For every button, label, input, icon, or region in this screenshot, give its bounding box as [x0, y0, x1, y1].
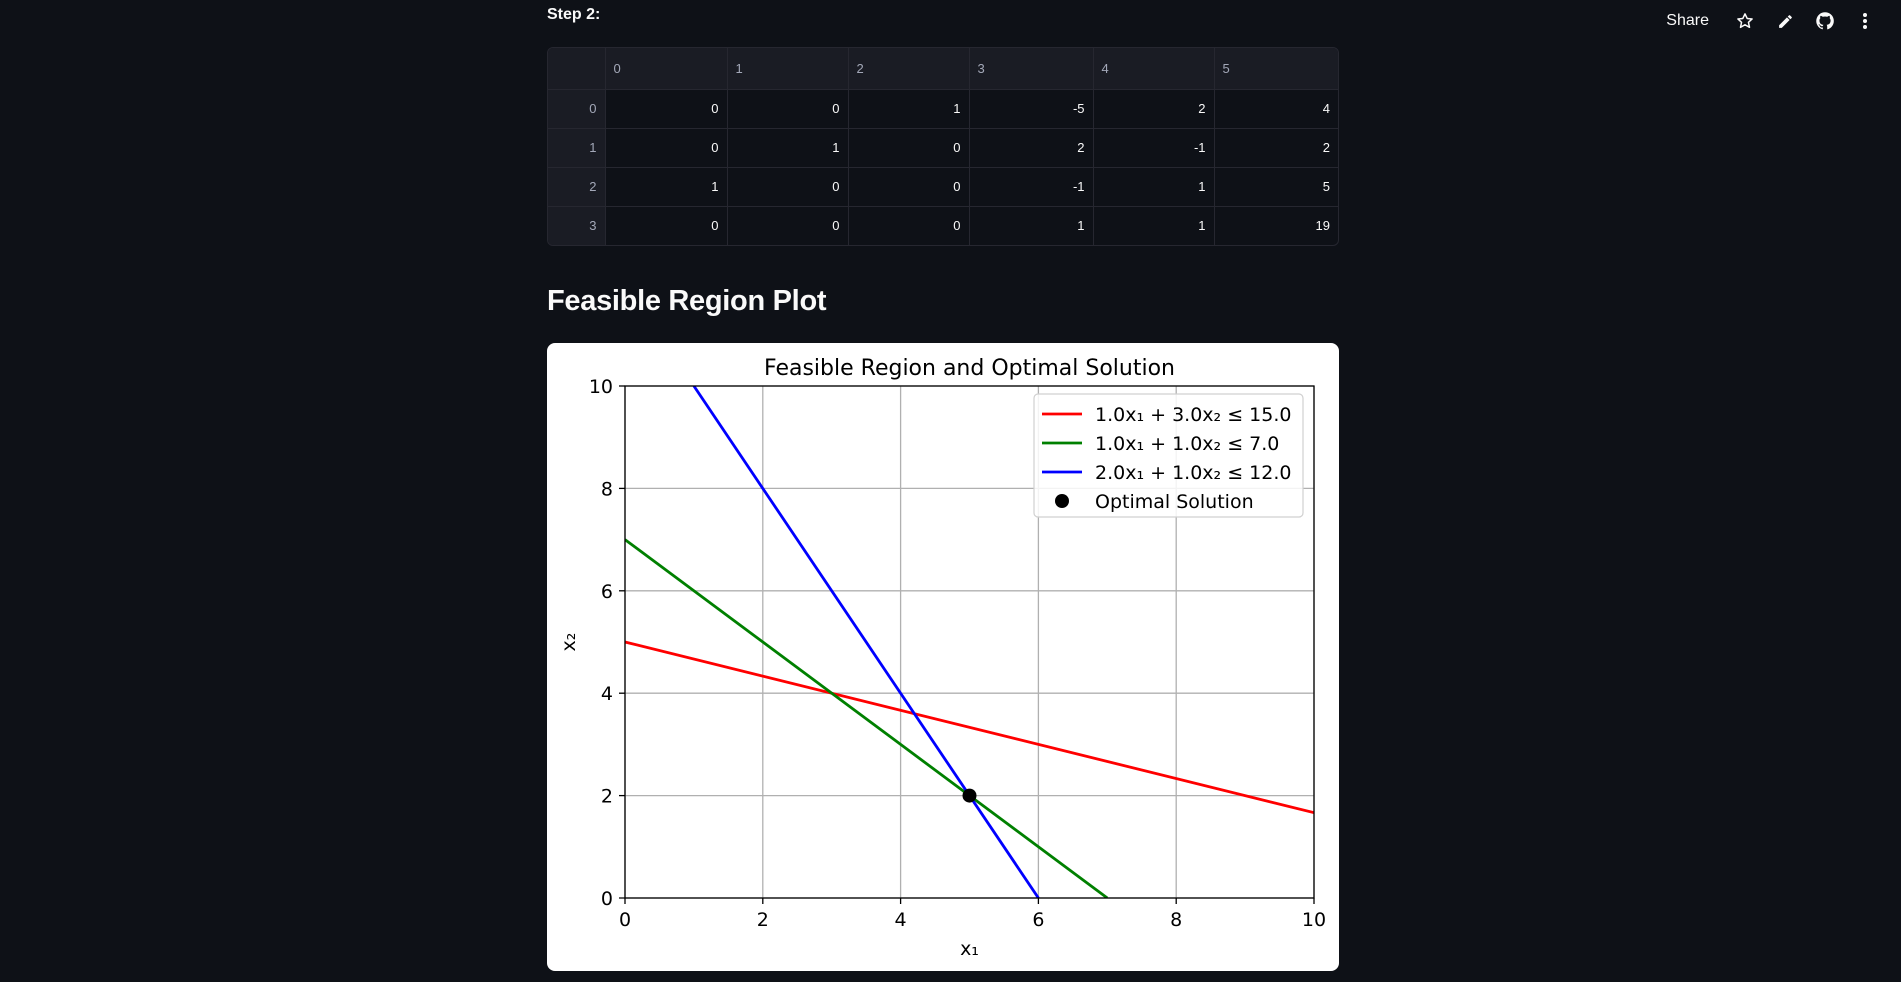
table-cell[interactable]: 1	[605, 167, 728, 207]
column-header[interactable]: 2	[848, 48, 970, 90]
app-toolbar: Share	[1666, 0, 1901, 42]
table-row: 2 1 0 0 -1 1 5	[548, 167, 1338, 207]
table-cell[interactable]: 0	[727, 206, 849, 245]
y-tick-label: 0	[601, 888, 613, 910]
section-title: Feasible Region Plot	[547, 285, 827, 317]
table-cell[interactable]: 0	[848, 167, 970, 207]
table-cell[interactable]: -5	[969, 89, 1094, 129]
column-header[interactable]: 4	[1093, 48, 1215, 90]
x-tick-label: 8	[1170, 909, 1182, 931]
table-cell[interactable]: 2	[969, 128, 1094, 168]
chart-title: Feasible Region and Optimal Solution	[764, 356, 1175, 381]
row-index: 2	[548, 167, 606, 207]
table-row: 0 0 0 1 -5 2 4	[548, 89, 1338, 129]
x-tick-label: 10	[1302, 909, 1326, 931]
x-tick-label: 2	[757, 909, 769, 931]
x-tick-label: 4	[895, 909, 907, 931]
legend-swatch	[1055, 494, 1069, 508]
x-axis-label: x₁	[960, 938, 979, 960]
y-axis-label: x₂	[558, 633, 580, 652]
y-tick-label: 10	[589, 376, 613, 398]
more-vertical-icon[interactable]	[1845, 0, 1885, 42]
table-cell[interactable]: 1	[727, 128, 849, 168]
chart-container: 0 2 4 6 8 10 0 2 4 6 8 10 Feasible Region and Optima…	[547, 343, 1339, 971]
y-tick-label: 4	[601, 683, 613, 705]
plot-frame	[624, 385, 1315, 899]
series-line-1	[625, 640, 1314, 815]
table-cell[interactable]: 5	[1214, 167, 1338, 207]
index-header[interactable]	[548, 48, 606, 90]
table-cell[interactable]: 0	[727, 89, 849, 129]
legend-box	[1033, 393, 1304, 518]
x-tick-label: 0	[619, 909, 631, 931]
legend-label: 2.0x₁ + 1.0x₂ ≤ 12.0	[1095, 462, 1291, 484]
table-cell[interactable]: 0	[605, 206, 728, 245]
table-row: 3 0 0 0 1 1 19	[548, 206, 1338, 245]
pencil-icon[interactable]	[1765, 0, 1805, 42]
series-line-2	[625, 538, 1109, 898]
row-index: 0	[548, 89, 606, 129]
legend-label: Optimal Solution	[1095, 491, 1254, 513]
table-cell[interactable]: 0	[848, 128, 970, 168]
table-cell[interactable]: 0	[605, 128, 728, 168]
legend-label: 1.0x₁ + 3.0x₂ ≤ 15.0	[1095, 404, 1291, 426]
y-tick-label: 2	[601, 786, 613, 808]
column-header[interactable]: 0	[605, 48, 728, 90]
table-cell[interactable]: -1	[1093, 128, 1215, 168]
star-icon[interactable]	[1725, 0, 1765, 42]
table-cell[interactable]: 4	[1214, 89, 1338, 129]
row-index: 3	[548, 206, 606, 245]
table-cell[interactable]: 1	[1093, 206, 1215, 245]
table-cell[interactable]: 1	[1093, 167, 1215, 207]
column-header[interactable]: 5	[1214, 48, 1338, 90]
column-header[interactable]: 3	[969, 48, 1094, 90]
table-cell[interactable]: 2	[1093, 89, 1215, 129]
table-cell[interactable]: 0	[605, 89, 728, 129]
legend-label: 1.0x₁ + 1.0x₂ ≤ 7.0	[1095, 433, 1279, 455]
table-cell[interactable]: 19	[1315, 218, 1330, 234]
step-label: Step 2:	[547, 6, 601, 23]
row-index: 1	[548, 128, 606, 168]
table-cell[interactable]: -1	[969, 167, 1094, 207]
github-icon[interactable]	[1805, 0, 1845, 42]
table-cell[interactable]: 2	[1214, 128, 1338, 168]
x-tick-label: 6	[1032, 909, 1044, 931]
y-tick-label: 8	[601, 478, 613, 500]
table-row: 1 0 1 0 2 -1 2	[548, 128, 1338, 168]
table-cell[interactable]: 0	[727, 167, 849, 207]
table-cell[interactable]: 1	[848, 89, 970, 129]
table-cell[interactable]: 0	[848, 206, 970, 245]
y-tick-label: 6	[601, 581, 613, 603]
series-line-3	[692, 386, 1040, 898]
table-cell[interactable]: 1	[969, 206, 1094, 245]
feasible-region-chart: 0 2 4 6 8 10 0 2 4 6 8 10 Feasible Region and Optima…	[558, 356, 1326, 960]
share-button[interactable]: Share	[1666, 12, 1709, 29]
column-header[interactable]: 1	[727, 48, 849, 90]
optimal-solution-point	[962, 788, 977, 803]
